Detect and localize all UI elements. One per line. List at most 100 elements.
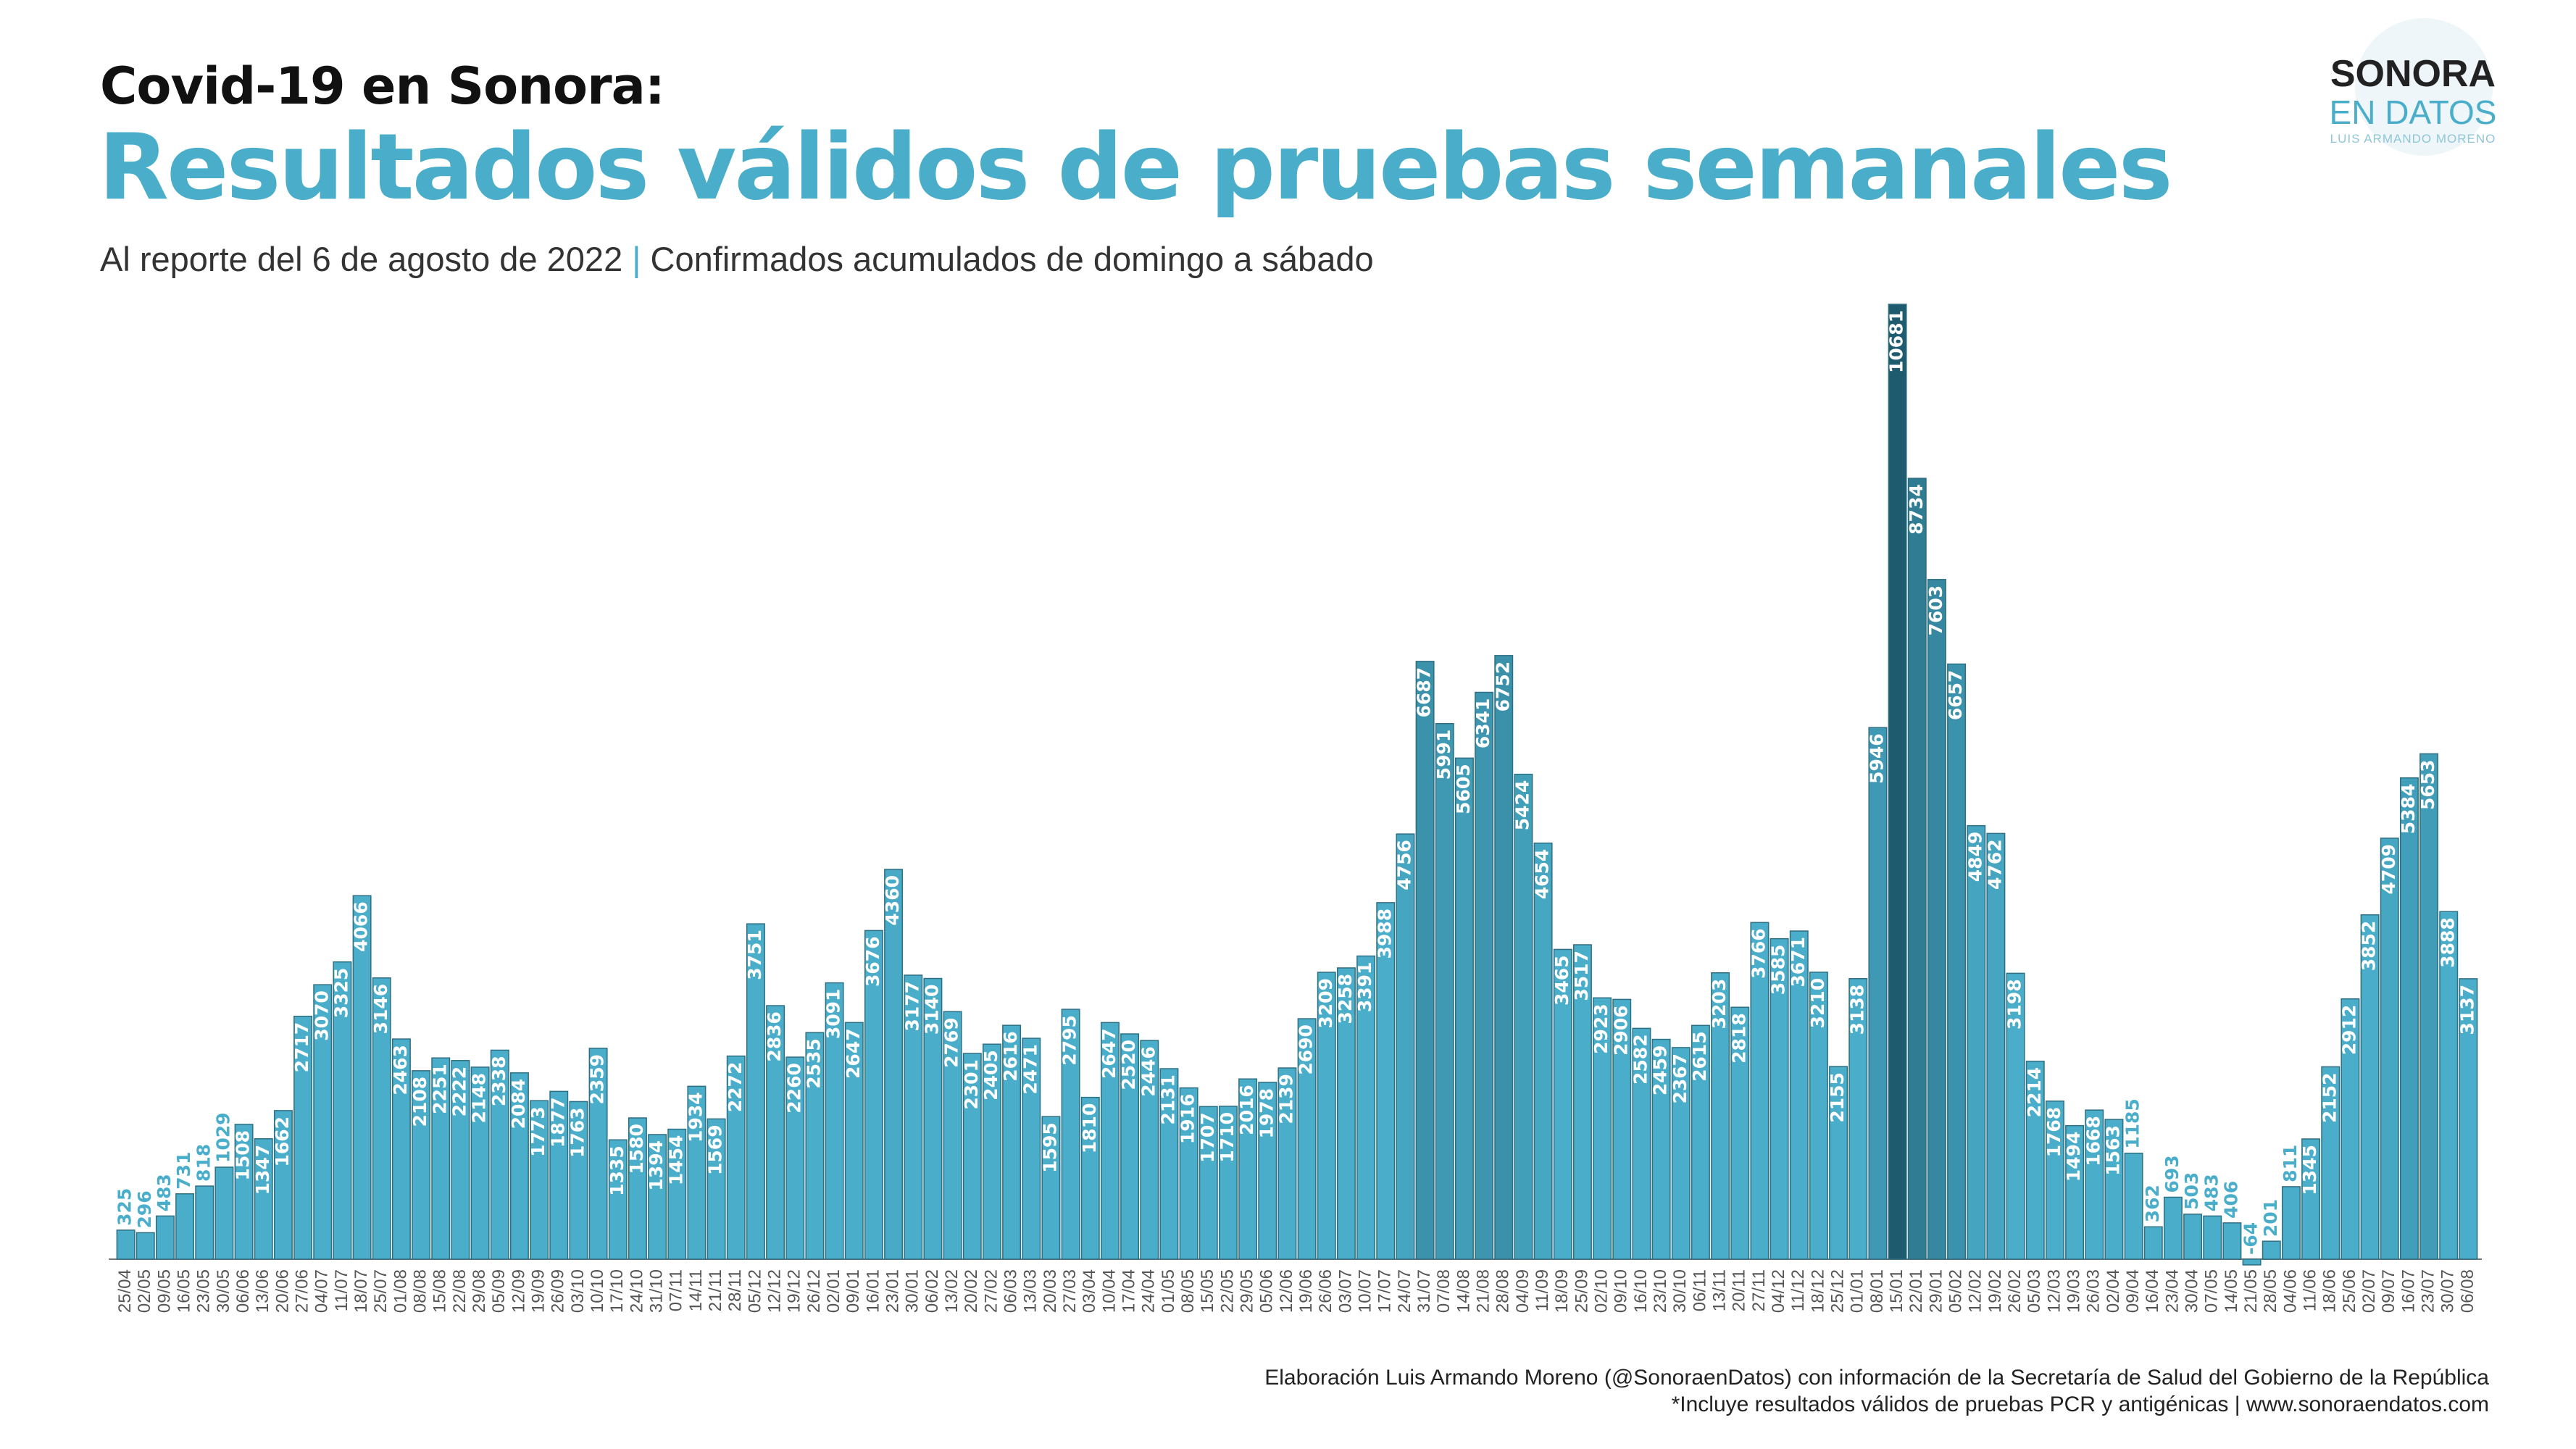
bar-value-label: 3203	[1709, 979, 1730, 1030]
bar-value-label: 4360	[882, 875, 903, 926]
bar-27-03	[1061, 1009, 1080, 1260]
bar-value-label: 2616	[1000, 1031, 1021, 1082]
bar-26-02	[2006, 972, 2025, 1260]
x-tick-label: 20/11	[1730, 1269, 1749, 1311]
bar-value-label: 2131	[1157, 1074, 1178, 1125]
bar-03-07	[1336, 967, 1356, 1260]
x-tick-label: 26/02	[2005, 1269, 2025, 1313]
x-tick-label: 03/10	[568, 1269, 588, 1313]
bar-27-02	[982, 1043, 1001, 1260]
bar-13-06	[254, 1138, 273, 1260]
x-tick-label: 18/07	[351, 1269, 371, 1313]
x-tick-label: 16/04	[2143, 1269, 2162, 1313]
bar-09-01	[844, 1022, 864, 1260]
chart-title-line1: Covid-19 en Sonora:	[100, 57, 665, 116]
bar-18-06	[2321, 1066, 2341, 1260]
bar-value-label: 2155	[1827, 1072, 1848, 1123]
bar-30-07	[2439, 911, 2459, 1260]
bar-value-label: 818	[193, 1144, 214, 1182]
bar-06-06	[234, 1124, 254, 1260]
bar-04-07	[313, 984, 333, 1260]
bar-19-02	[1986, 832, 2006, 1260]
bar-value-label: 3766	[1748, 928, 1769, 979]
bar-value-label: 10681	[1886, 310, 1907, 373]
bar-13-11	[1711, 972, 1730, 1260]
bar-value-label: 4066	[351, 901, 372, 952]
bar-value-label: 2214	[2024, 1067, 2045, 1118]
sonora-en-datos-logo: SONORA EN DATOS LUIS ARMANDO MORENO	[2304, 14, 2500, 167]
bar-16-07	[2399, 777, 2419, 1260]
bar-06-08	[2459, 978, 2478, 1260]
bar-value-label: 483	[154, 1174, 175, 1211]
bar-value-label: 6657	[1945, 670, 1966, 721]
logo-line3: LUIS ARMANDO MORENO	[2330, 132, 2496, 146]
x-tick-label: 11/07	[332, 1269, 351, 1311]
bar-value-label: 3210	[1807, 978, 1828, 1029]
x-tick-label: 25/07	[371, 1269, 391, 1313]
bar-21-11	[706, 1118, 726, 1260]
x-tick-label: 06/08	[2458, 1269, 2477, 1313]
bar-26-12	[805, 1032, 825, 1260]
bar-value-label: 2912	[2338, 1005, 2359, 1056]
bar-value-label: 4709	[2378, 844, 2399, 895]
bar-value-label: 1185	[2122, 1098, 2143, 1149]
x-tick-label: 02/10	[1591, 1269, 1611, 1313]
logo-line1: SONORA	[2330, 53, 2496, 95]
bar-value-label: 3751	[744, 930, 765, 980]
bar-02-10	[1593, 997, 1612, 1260]
bar-30-10	[1671, 1047, 1691, 1260]
bar-20-11	[1730, 1006, 1750, 1260]
x-tick-label: 05/09	[489, 1269, 509, 1313]
bar-06-02	[923, 977, 943, 1260]
x-tick-label: 10/10	[588, 1269, 607, 1313]
bar-03-10	[569, 1101, 588, 1260]
bar-22-05	[1218, 1106, 1238, 1260]
x-tick-label: 01/05	[1159, 1269, 1178, 1313]
logo-line2: EN DATOS	[2329, 93, 2497, 131]
bar-value-label: 2582	[1630, 1034, 1651, 1085]
x-tick-label: 21/05	[2241, 1269, 2261, 1313]
bar-16-01	[864, 930, 883, 1260]
x-tick-label: 12/02	[1966, 1269, 1985, 1313]
bar-16-04	[2143, 1226, 2163, 1260]
bar-value-label: 3391	[1354, 962, 1375, 1013]
bar-15-05	[1199, 1106, 1218, 1260]
bar-05-03	[2025, 1061, 2045, 1260]
bar-25-04	[116, 1229, 136, 1260]
bar-value-label: 2272	[725, 1062, 746, 1113]
bar-28-11	[726, 1055, 746, 1260]
bar-19-09	[530, 1100, 549, 1260]
bar-01-08	[391, 1038, 411, 1260]
x-tick-label: 20/06	[272, 1269, 292, 1313]
bar-value-label: 1335	[607, 1145, 628, 1196]
x-tick-label: 09/10	[1612, 1269, 1631, 1313]
bar-09-04	[2124, 1153, 2143, 1260]
bar-08-01	[1868, 727, 1888, 1260]
bar-23-10	[1651, 1038, 1671, 1260]
x-tick-label: 27/02	[981, 1269, 1001, 1313]
x-tick-label: 05/03	[2025, 1269, 2044, 1313]
bar-13-03	[1022, 1037, 1041, 1260]
bar-value-label: 3465	[1551, 955, 1572, 1006]
x-tick-label: 30/07	[2438, 1269, 2458, 1313]
bar-value-label: 3852	[2359, 921, 2380, 972]
x-tick-label: 16/01	[863, 1269, 883, 1313]
bar-value-label: 1773	[528, 1106, 549, 1157]
bar-value-label: 3177	[901, 981, 922, 1032]
x-tick-label: 14/08	[1454, 1269, 1473, 1313]
bar-08-05	[1179, 1087, 1199, 1260]
bar-value-label: 2148	[469, 1073, 490, 1124]
x-tick-label: 10/04	[1099, 1269, 1119, 1313]
bar-17-04	[1120, 1033, 1140, 1260]
bar-value-label: 4654	[1532, 849, 1553, 900]
bar-value-label: 2647	[843, 1028, 864, 1079]
x-tick-label: 13/03	[1021, 1269, 1041, 1313]
bar-12-12	[766, 1005, 785, 1260]
bar-30-04	[2183, 1214, 2203, 1260]
bar-25-09	[1572, 944, 1592, 1260]
x-tick-label: 02/01	[824, 1269, 843, 1313]
x-tick-label: 19/12	[785, 1269, 804, 1313]
x-tick-label: 30/10	[1670, 1269, 1690, 1313]
bar-12-09	[509, 1072, 529, 1260]
x-tick-label: 16/05	[174, 1269, 193, 1313]
